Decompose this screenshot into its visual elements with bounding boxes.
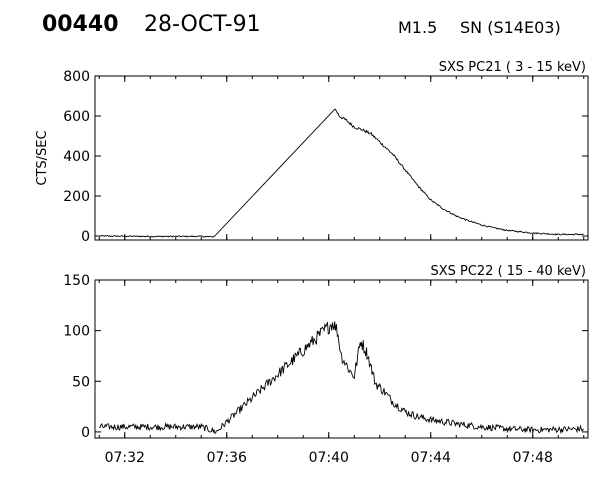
panel-frame-2 bbox=[94, 279, 589, 439]
x-tick-label: 07:32 bbox=[105, 450, 145, 466]
y-axis-label-1: CTS/SEC bbox=[35, 130, 50, 185]
y-tick-label: 50 bbox=[72, 374, 90, 390]
x-tick-label: 07:44 bbox=[411, 450, 451, 466]
y-tick-label: 800 bbox=[63, 69, 90, 85]
x-tick-label: 07:36 bbox=[207, 450, 247, 466]
panel-title-2: SXS PC22 ( 15 - 40 keV) bbox=[430, 264, 586, 279]
goes-class: M1.5 bbox=[398, 18, 438, 37]
y-tick-label: 600 bbox=[63, 109, 90, 125]
x-tick-label: 07:40 bbox=[309, 450, 349, 466]
flare-location: SN (S14E03) bbox=[460, 18, 561, 37]
y-tick-label: 400 bbox=[63, 149, 90, 165]
panel-frame-1 bbox=[94, 75, 589, 241]
event-id: 00440 bbox=[42, 12, 119, 37]
panel-title-1: SXS PC21 ( 3 - 15 keV) bbox=[439, 60, 586, 75]
event-date: 28-OCT-91 bbox=[144, 12, 261, 37]
y-tick-label: 150 bbox=[63, 273, 90, 289]
y-tick-label: 0 bbox=[81, 425, 90, 441]
series-line-2-0 bbox=[99, 321, 585, 435]
x-tick-label: 07:48 bbox=[513, 450, 553, 466]
y-tick-label: 100 bbox=[63, 324, 90, 340]
y-tick-label: 0 bbox=[81, 229, 90, 245]
y-tick-label: 200 bbox=[63, 189, 90, 205]
series-line-1-0 bbox=[99, 108, 584, 238]
